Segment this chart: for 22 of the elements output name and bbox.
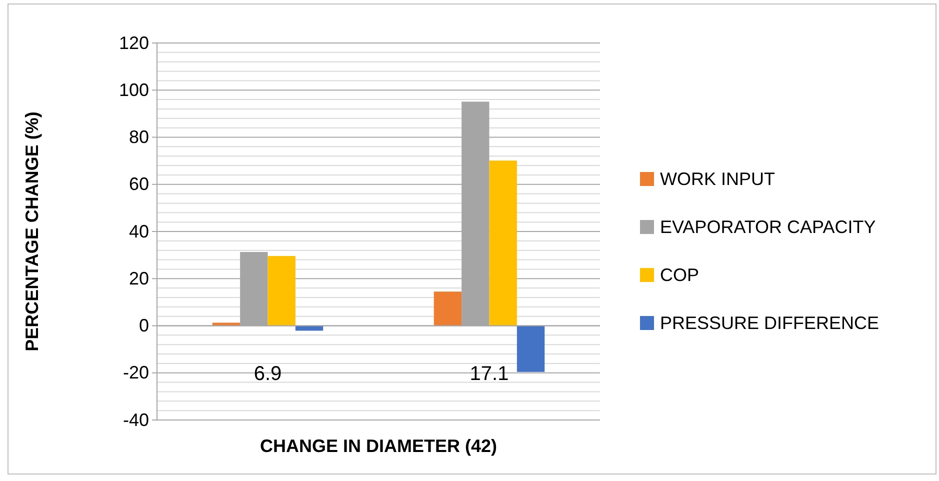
bar xyxy=(516,326,545,372)
x-tick-label: 17.1 xyxy=(470,362,509,385)
y-tick-label: 100 xyxy=(118,80,149,100)
bar xyxy=(212,322,240,326)
y-tick-label: 40 xyxy=(128,221,149,242)
legend-label: PRESSURE DIFFERENCE xyxy=(660,313,880,333)
legend-label: EVAPORATOR CAPACITY xyxy=(660,217,876,237)
y-tick-label: 120 xyxy=(118,32,149,53)
bar xyxy=(489,160,517,326)
y-tick-label: 80 xyxy=(128,127,149,148)
x-tick-label: 6.9 xyxy=(254,362,282,385)
y-tick-label: -40 xyxy=(122,410,149,430)
y-tick-label: -20 xyxy=(122,362,149,383)
y-axis-title: PERCENTAGE CHANGE (%) xyxy=(22,112,42,352)
x-axis-title: CHANGE IN DIAMETER (42) xyxy=(260,436,498,456)
legend-label: COP xyxy=(660,265,700,285)
legend-label: WORK INPUT xyxy=(660,169,775,189)
bar xyxy=(434,292,462,326)
bar xyxy=(268,256,296,326)
y-tick-label: 20 xyxy=(128,268,149,288)
y-tick-label: 0 xyxy=(138,316,149,336)
y-tick-label: 60 xyxy=(128,174,149,194)
